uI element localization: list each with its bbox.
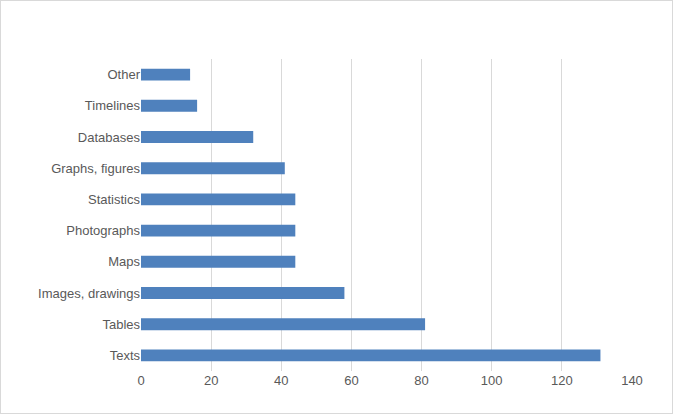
svg-text:Timelines: Timelines <box>85 98 141 113</box>
svg-text:Other: Other <box>107 67 140 82</box>
svg-text:Databases: Databases <box>78 130 141 145</box>
svg-text:140: 140 <box>621 373 643 388</box>
svg-text:Photographs: Photographs <box>66 223 140 238</box>
svg-text:120: 120 <box>551 373 573 388</box>
svg-text:100: 100 <box>481 373 503 388</box>
svg-text:Tables: Tables <box>102 317 140 332</box>
svg-text:Texts: Texts <box>110 348 141 363</box>
svg-text:0: 0 <box>137 373 144 388</box>
svg-text:Graphs, figures: Graphs, figures <box>51 161 140 176</box>
svg-text:Images, drawings: Images, drawings <box>38 286 140 301</box>
svg-text:80: 80 <box>414 373 428 388</box>
svg-text:40: 40 <box>274 373 288 388</box>
svg-text:20: 20 <box>204 373 218 388</box>
svg-text:60: 60 <box>344 373 358 388</box>
svg-text:Maps: Maps <box>108 254 140 269</box>
svg-text:Statistics: Statistics <box>88 192 141 207</box>
